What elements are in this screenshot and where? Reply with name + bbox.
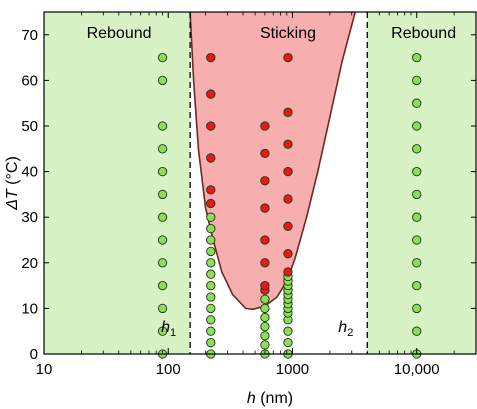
rebound-point bbox=[206, 269, 216, 279]
rebound-point bbox=[412, 189, 422, 200]
y-tick-label: 10 bbox=[21, 300, 38, 317]
rebound-point bbox=[157, 212, 168, 222]
rebound-point bbox=[206, 280, 216, 291]
rebound-point bbox=[206, 315, 216, 325]
rebound-point bbox=[283, 326, 293, 336]
y-axis-title: ΔT (°C) bbox=[4, 156, 21, 211]
rebound-point bbox=[157, 189, 168, 200]
sticking-point bbox=[260, 235, 270, 245]
rebound-region-right bbox=[367, 12, 476, 354]
rebound-point bbox=[206, 235, 216, 245]
sticking-point bbox=[206, 198, 216, 209]
plot-frame bbox=[43, 11, 477, 355]
rebound-point bbox=[157, 52, 168, 63]
rebound-point bbox=[206, 258, 216, 268]
sticking-point bbox=[260, 148, 270, 159]
rebound-point bbox=[412, 144, 422, 154]
threshold-lines bbox=[189, 12, 368, 354]
sticking-point bbox=[260, 121, 270, 131]
sticking-point bbox=[283, 267, 293, 277]
rebound-point bbox=[260, 312, 270, 323]
sticking-point bbox=[260, 280, 270, 291]
region-label-rebound-left: Rebound bbox=[87, 25, 152, 42]
sticking-point bbox=[206, 89, 216, 99]
y-tick-label: 0 bbox=[30, 346, 38, 363]
rebound-point bbox=[412, 98, 422, 108]
rebound-point bbox=[412, 52, 422, 63]
sticking-point bbox=[206, 153, 216, 163]
sticking-point bbox=[283, 249, 293, 259]
rebound-point bbox=[157, 280, 168, 291]
sticking-point bbox=[283, 107, 293, 117]
rebound-point bbox=[206, 246, 216, 257]
sticking-point bbox=[260, 203, 270, 213]
sticking-point bbox=[260, 258, 270, 268]
rebound-point bbox=[157, 75, 168, 86]
rebound-point bbox=[157, 144, 168, 154]
x-tick-label: 100 bbox=[156, 361, 181, 378]
rebound-point bbox=[412, 212, 422, 222]
region-label-sticking: Sticking bbox=[260, 25, 316, 42]
sticking-region bbox=[190, 12, 356, 310]
sticking-point bbox=[206, 185, 216, 195]
rebound-point bbox=[206, 326, 216, 336]
x-axis-title: h (nm) bbox=[247, 390, 293, 407]
sticking-point bbox=[283, 194, 293, 204]
rebound-point bbox=[260, 294, 270, 304]
rebound-point bbox=[157, 235, 168, 245]
rebound-point bbox=[260, 340, 270, 350]
rebound-point bbox=[412, 303, 422, 314]
rebound-point bbox=[206, 292, 216, 302]
rebound-region-left bbox=[44, 12, 191, 354]
rebound-point bbox=[206, 337, 216, 348]
rebound-point bbox=[157, 166, 168, 177]
sticking-point bbox=[206, 121, 216, 131]
sticking-point bbox=[283, 166, 293, 177]
rebound-point bbox=[206, 212, 216, 222]
y-tick-label: 20 bbox=[21, 255, 38, 272]
data-points bbox=[157, 52, 422, 359]
rebound-point bbox=[157, 258, 168, 268]
sticking-point bbox=[283, 221, 293, 231]
y-tick-label: 40 bbox=[21, 164, 38, 181]
rebound-point bbox=[260, 321, 270, 332]
rebound-point bbox=[412, 166, 422, 177]
rebound-point bbox=[412, 121, 422, 131]
rebound-point bbox=[157, 121, 168, 131]
sticking-point bbox=[283, 52, 293, 63]
sticking-point bbox=[206, 52, 216, 63]
rebound-point bbox=[412, 326, 422, 336]
rebound-point bbox=[260, 331, 270, 341]
rebound-point bbox=[260, 303, 270, 314]
rebound-point bbox=[157, 303, 168, 314]
rebound-point bbox=[412, 75, 422, 86]
y-tick-label: 60 bbox=[21, 72, 38, 89]
region-label-rebound-right: Rebound bbox=[391, 25, 456, 42]
sticking-point bbox=[283, 139, 293, 149]
sticking-boundary-curve bbox=[189, 11, 356, 311]
rebound-point bbox=[412, 258, 422, 268]
rebound-point bbox=[206, 303, 216, 314]
x-tick-label: 10,000 bbox=[394, 361, 440, 378]
x-tick-label: 10 bbox=[36, 361, 53, 378]
threshold-label-h1: h1 bbox=[161, 319, 176, 339]
threshold-label-h2: h2 bbox=[338, 319, 353, 339]
rebound-point bbox=[283, 337, 293, 348]
sticking-point bbox=[260, 176, 270, 186]
rebound-point bbox=[412, 280, 422, 291]
rebound-point bbox=[157, 326, 168, 336]
rebound-point bbox=[206, 223, 216, 234]
y-tick-label: 50 bbox=[21, 118, 38, 135]
y-tick-label: 70 bbox=[21, 27, 38, 44]
y-tick-label: 30 bbox=[21, 209, 38, 226]
rebound-point bbox=[412, 235, 422, 245]
x-tick-label: 1000 bbox=[276, 361, 309, 378]
